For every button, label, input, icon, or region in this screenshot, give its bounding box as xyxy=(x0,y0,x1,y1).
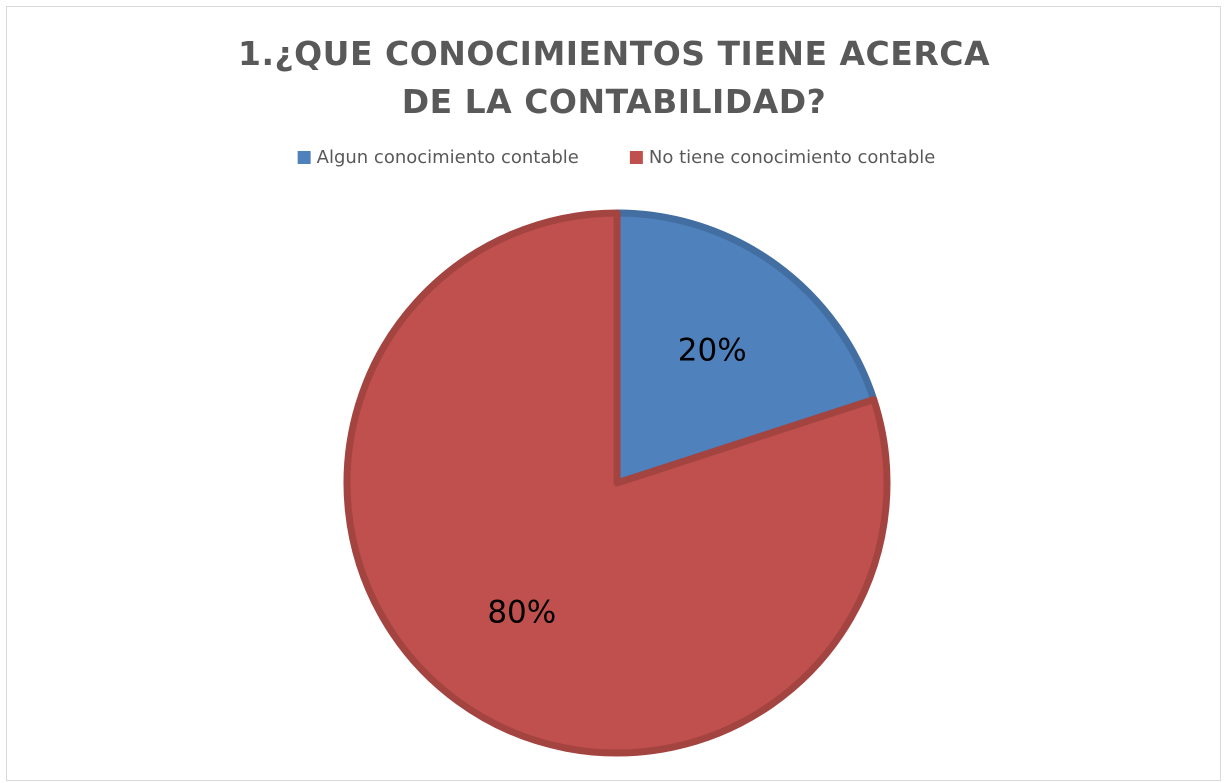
legend-swatch xyxy=(297,151,311,164)
legend-label: No tiene conocimiento contable xyxy=(649,147,935,168)
data-label: 80% xyxy=(487,595,556,631)
data-label: 20% xyxy=(678,332,747,368)
pie-slice xyxy=(613,209,878,487)
pie-slice xyxy=(343,209,891,757)
legend-label: Algun conocimiento contable xyxy=(317,147,579,168)
legend-swatch xyxy=(629,151,643,164)
chart-frame xyxy=(6,6,1221,781)
chart-title: 1.¿QUE CONOCIMIENTOS TIENE ACERCA DE LA … xyxy=(237,34,990,121)
